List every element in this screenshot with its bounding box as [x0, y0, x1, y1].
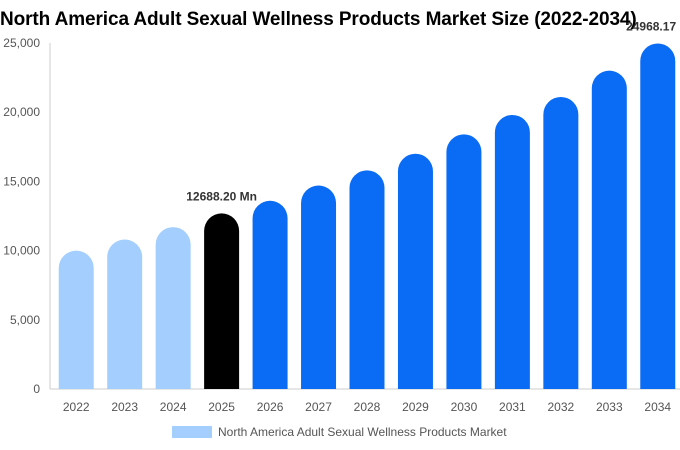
y-tick-label: 10,000 [3, 244, 40, 258]
labels: 12688.20 Mn 24968.17 M [186, 19, 680, 203]
bar-2033 [591, 70, 627, 390]
data-label: 12688.20 Mn [186, 189, 257, 203]
x-tick-label: 2026 [257, 400, 284, 414]
x-tick-label: 2030 [451, 400, 478, 414]
data-label: 24968.17 M [626, 19, 680, 33]
x-tick-label: 2028 [354, 400, 381, 414]
legend-label: North America Adult Sexual Wellness Prod… [218, 425, 507, 439]
x-tick-label: 2022 [63, 400, 90, 414]
bar-2030 [446, 134, 482, 389]
y-tick-label: 25,000 [3, 36, 40, 50]
bar-2032 [543, 96, 579, 389]
x-tick-label: 2025 [208, 400, 235, 414]
x-tick-label: 2032 [547, 400, 574, 414]
bars [58, 43, 676, 390]
y-tick-label: 15,000 [3, 174, 40, 188]
chart-title: North America Adult Sexual Wellness Prod… [0, 9, 637, 30]
x-tick-label: 2024 [160, 400, 187, 414]
y-tick-label: 20,000 [3, 105, 40, 119]
legend-swatch [172, 426, 212, 438]
x-tick-label: 2029 [402, 400, 429, 414]
bar-2027 [301, 185, 337, 389]
bar-2023 [107, 239, 143, 389]
y-tick-label: 5,000 [10, 313, 40, 327]
y-tick-label: 0 [33, 382, 40, 396]
axes: 0 5,000 10,000 15,000 20,000 25,000 2022 2023 20… [3, 36, 680, 414]
bar-2031 [494, 114, 530, 390]
x-tick-label: 2034 [644, 400, 671, 414]
x-tick-label: 2031 [499, 400, 526, 414]
bar-2025 [204, 213, 240, 389]
x-tick-label: 2027 [305, 400, 332, 414]
legend: North America Adult Sexual Wellness Prod… [172, 425, 507, 439]
bar-2028 [349, 170, 385, 389]
x-tick-label: 2023 [111, 400, 138, 414]
x-tick-label: 2033 [596, 400, 623, 414]
bar-2029 [397, 153, 433, 389]
bar-2026 [252, 200, 288, 389]
bar-2024 [155, 227, 191, 389]
bar-2022 [58, 250, 94, 389]
bar-2034 [640, 43, 676, 390]
